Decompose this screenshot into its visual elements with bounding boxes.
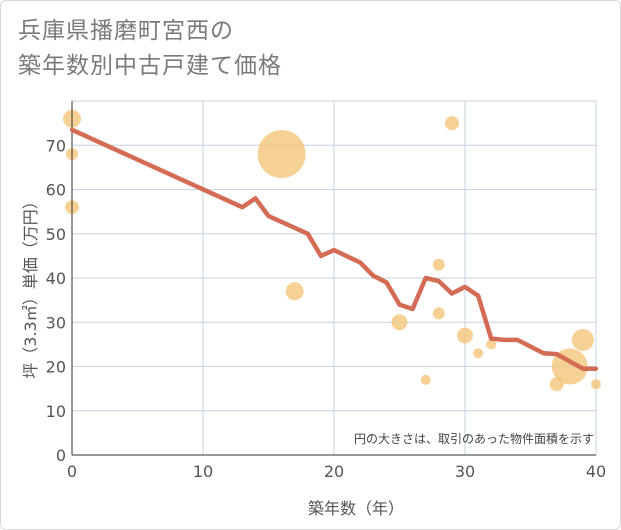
- y-tick-label: 20: [46, 358, 66, 377]
- y-tick-label: 10: [46, 402, 66, 421]
- y-tick-label: 50: [46, 225, 66, 244]
- data-bubble: [591, 379, 601, 390]
- y-tick-label: 0: [56, 446, 66, 465]
- y-axis-label: 坪（3.3㎡）単価（万円）: [21, 193, 40, 378]
- data-bubble: [473, 348, 484, 359]
- data-bubble: [391, 314, 408, 331]
- data-bubble: [432, 258, 445, 271]
- data-bubble: [457, 327, 473, 344]
- axes: [71, 101, 596, 456]
- size-legend-note: 円の大きさは、取引のあった物件面積を示す: [354, 431, 594, 446]
- y-tick-label: 40: [46, 269, 66, 288]
- grid-lines: [71, 100, 597, 456]
- x-tick-label: 40: [586, 462, 606, 481]
- data-bubble: [432, 307, 445, 320]
- data-bubble: [420, 374, 431, 385]
- y-tick-label: 30: [46, 313, 66, 332]
- x-tick-label: 0: [67, 462, 77, 481]
- data-bubble: [285, 282, 304, 301]
- y-tick-label: 70: [46, 136, 66, 155]
- chart-title: 兵庫県播磨町宮西の 築年数別中古戸建て価格: [18, 14, 578, 84]
- x-tick-label: 20: [324, 462, 344, 481]
- x-tick-label: 30: [455, 462, 475, 481]
- tick-labels: 0 10 20 30 40 0 10 20 30 40 50 60 70: [46, 136, 607, 481]
- data-bubble: [486, 339, 497, 350]
- y-tick-label: 60: [46, 181, 66, 200]
- average-price-line: [69, 127, 599, 371]
- data-bubble: [571, 328, 594, 351]
- chart-title-line-2: 築年数別中古戸建て価格: [18, 53, 282, 79]
- data-bubble: [257, 130, 306, 179]
- line-layer: [69, 127, 599, 371]
- x-axis-label: 築年数（年）: [308, 499, 404, 518]
- data-bubble: [444, 116, 459, 131]
- chart-title-line-1: 兵庫県播磨町宮西の: [18, 18, 234, 44]
- x-tick-label: 10: [193, 462, 213, 481]
